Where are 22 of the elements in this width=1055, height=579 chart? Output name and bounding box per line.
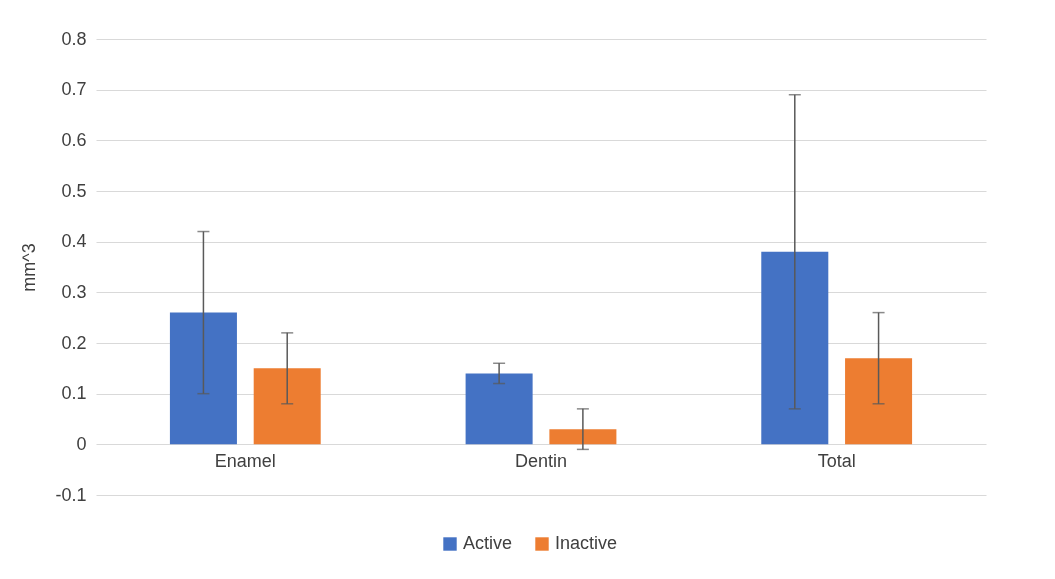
bar bbox=[169, 312, 237, 445]
y-tick-label: 0.3 bbox=[61, 281, 87, 302]
y-tick-label: 0.4 bbox=[61, 231, 87, 252]
y-tick-label: 0 bbox=[76, 433, 87, 454]
y-tick-label: 0.8 bbox=[61, 28, 87, 49]
y-tick-label: -0.1 bbox=[55, 484, 87, 505]
bar bbox=[465, 373, 533, 445]
y-tick-label: 0.7 bbox=[61, 79, 87, 100]
y-axis-title: mm^3 bbox=[19, 243, 40, 292]
x-tick-label: Dentin bbox=[514, 450, 568, 471]
bar bbox=[549, 429, 617, 445]
y-tick-label: 0.6 bbox=[61, 129, 87, 150]
y-tick-label: 0.1 bbox=[61, 383, 87, 404]
bar bbox=[845, 358, 913, 445]
x-tick-label: Total bbox=[817, 450, 856, 471]
y-tick-label: 0.2 bbox=[61, 332, 87, 353]
y-tick-label: 0.5 bbox=[61, 180, 87, 201]
x-tick-label: Enamel bbox=[214, 450, 276, 471]
bar bbox=[761, 251, 829, 445]
legend-label: Inactive bbox=[555, 533, 618, 553]
legend-label: Active bbox=[463, 533, 513, 553]
bar bbox=[253, 368, 321, 445]
